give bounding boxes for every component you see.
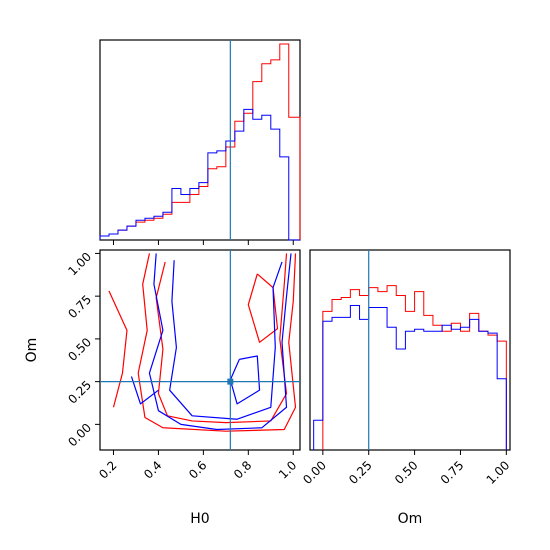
contour-series-2-level-4: [130, 376, 159, 405]
contour-series-1-level-1: [137, 253, 297, 432]
contour-series-2-level-1: [148, 253, 292, 431]
h0-xaxis-ticks: 0.2 0.4 0.6 0.8 1.0: [96, 450, 299, 482]
om-yaxis-ticks: 0.00 0.25 0.50 0.75 1.00: [65, 250, 100, 450]
histogram-step-series-2: [99, 108, 300, 241]
om-marginal-xaxis-label: Om: [398, 511, 423, 527]
om-marginal-tick-label-1: 0.00: [300, 458, 329, 487]
om-yaxis-tick-label-4: 0.75: [65, 292, 94, 321]
h0-om-contours: [108, 253, 297, 432]
contour-series-1-level-3: [247, 273, 279, 343]
h0-xaxis-label: H0: [190, 511, 209, 527]
h0-marginal-histograms: [99, 43, 301, 241]
contour-series-2-level-3: [229, 355, 261, 405]
contour-series-1-level-4: [108, 290, 128, 408]
histogram-step-series-1: [322, 285, 507, 450]
om-marginal-tick-label-2: 0.25: [346, 458, 375, 487]
om-yaxis-tick-label-3: 0.50: [65, 335, 94, 364]
panel-h0-om-contours: 0.2 0.4 0.6 0.8 1.0 0.000.250.500.751.00 H0 …: [24, 249, 301, 527]
joint-truth-marker: [227, 378, 234, 385]
om-yaxis-tick-label-2: 0.25: [65, 378, 94, 407]
panel-h0-marginal-frame: [99, 39, 301, 241]
om-marginal-tick-label-5: 1.00: [484, 458, 513, 487]
om-marginal-tick-label-4: 0.75: [438, 458, 467, 487]
panel-om-marginal: 0.00 0.25 0.50 0.75 1.00 Om: [300, 249, 512, 527]
h0-xaxis-tick-label-2: 0.4: [141, 458, 164, 481]
om-marginal-xaxis-ticks: 0.00 0.25 0.50 0.75 1.00: [300, 450, 512, 487]
h0-xaxis-tick-label-4: 0.8: [231, 458, 254, 481]
h0-marginal-bottom-ticks: [112, 240, 294, 245]
contour-series-2-level-2: [169, 260, 283, 420]
panel-h0-om-frame: [99, 249, 301, 451]
panel-om-marginal-frame: [309, 249, 511, 451]
om-yaxis-tick-label-1: 0.00: [65, 421, 94, 450]
om-marginal-tick-label-3: 0.50: [392, 458, 421, 487]
h0-xaxis-tick-label-1: 0.2: [96, 458, 119, 481]
panel-h0-marginal: [99, 39, 301, 245]
om-marginal-histograms: [313, 285, 507, 450]
om-yaxis-tick-label-5: 1.00: [65, 250, 94, 279]
contour-series-1-level-2: [155, 253, 288, 424]
h0-xaxis-tick-label-5: 1.0: [276, 458, 299, 481]
h0-xaxis-tick-label-3: 0.6: [186, 458, 209, 481]
om-yaxis-label: Om: [24, 338, 40, 363]
histogram-step-series-2: [313, 304, 507, 450]
